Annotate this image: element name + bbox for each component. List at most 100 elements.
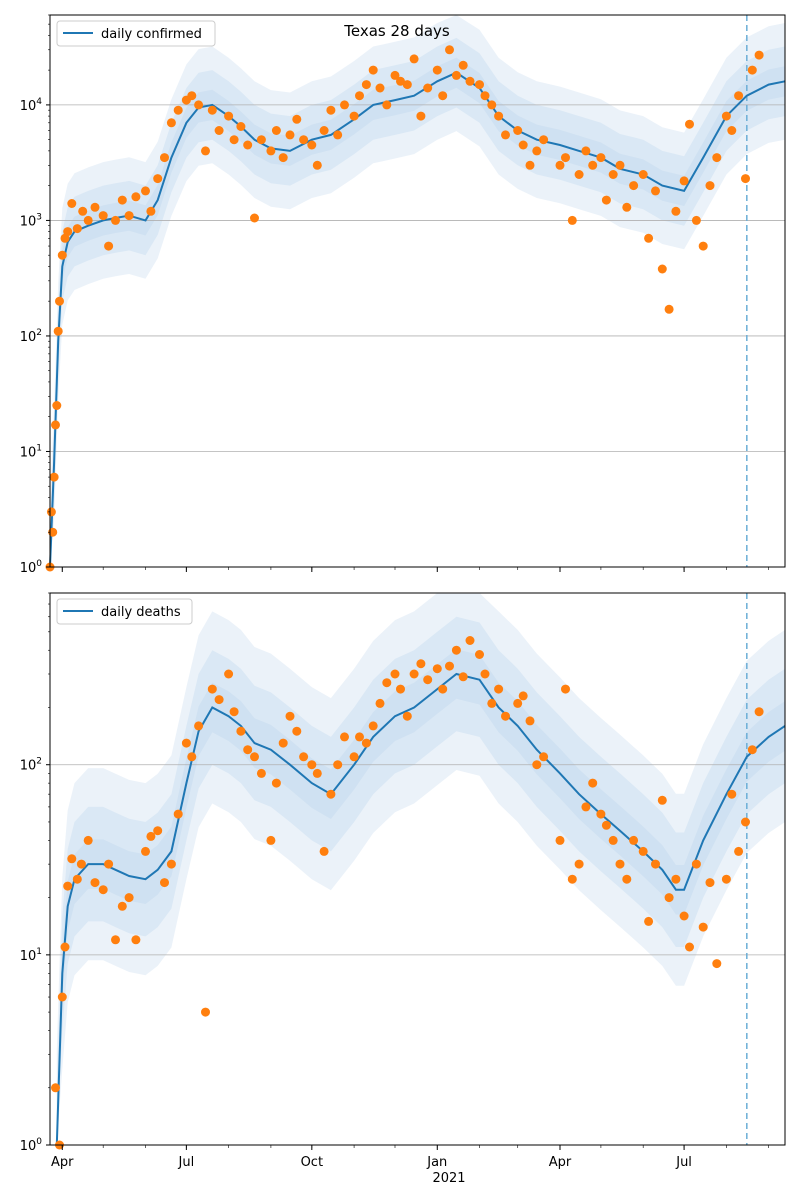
chart-title: Texas 28 days (343, 22, 450, 40)
data-point (494, 684, 504, 694)
data-point (567, 215, 577, 225)
data-point (698, 922, 708, 932)
x-tick-label: Jan (426, 1155, 447, 1170)
data-point (390, 70, 400, 80)
y-ticks: 100 101 102 103 104 (20, 14, 50, 576)
y-tick-label: 102 (20, 757, 42, 774)
data-point (747, 65, 757, 75)
data-point (691, 859, 701, 869)
data-point (396, 76, 405, 86)
data-point (638, 846, 648, 856)
data-point (271, 126, 281, 135)
data-point (754, 707, 764, 717)
data-point (608, 170, 618, 179)
data-point (480, 91, 490, 101)
confirmed-median-line (49, 71, 786, 568)
data-point (396, 684, 405, 694)
data-point (445, 661, 454, 671)
data-point (229, 707, 239, 717)
x-tick-label: Oct (301, 1155, 323, 1170)
deaths-points (51, 636, 764, 1150)
data-point (465, 76, 475, 86)
data-point (76, 859, 86, 869)
data-point (409, 669, 419, 679)
data-point (721, 111, 731, 121)
legend: daily deaths (56, 598, 193, 625)
y-tick-label: 101 (20, 947, 42, 964)
data-point (475, 80, 484, 90)
data-point (49, 472, 59, 482)
x-tick-label: Jul (675, 1155, 692, 1170)
y-tick-label: 101 (20, 443, 42, 460)
data-point (187, 752, 197, 762)
data-point (432, 664, 442, 674)
data-point (532, 146, 542, 156)
data-point (285, 130, 295, 140)
y-tick-label: 102 (20, 328, 42, 345)
confirmed-panel: 100 101 102 103 104 daily confirmed Texas 28… (20, 14, 786, 576)
data-point (57, 992, 67, 1002)
data-point (361, 80, 371, 90)
data-point (146, 206, 156, 216)
legend: daily confirmed (56, 20, 216, 47)
data-point (518, 140, 528, 150)
data-point (754, 50, 764, 60)
data-point (53, 326, 63, 336)
data-point (256, 768, 266, 778)
data-point (349, 111, 359, 121)
data-point (256, 135, 266, 145)
data-point (698, 241, 708, 251)
data-point (278, 738, 288, 748)
data-point (160, 153, 169, 163)
data-point (747, 745, 757, 755)
data-point (201, 146, 210, 156)
data-point (266, 146, 276, 156)
data-point (721, 874, 731, 884)
data-point (90, 878, 100, 888)
data-point (644, 916, 654, 926)
data-point (250, 213, 259, 223)
data-point (561, 153, 570, 163)
data-point (299, 135, 309, 145)
data-point (555, 835, 565, 845)
data-point (67, 854, 77, 864)
legend-label: daily deaths (101, 605, 181, 620)
data-point (525, 160, 535, 170)
data-point (671, 206, 681, 216)
data-point (201, 1007, 210, 1017)
data-point (588, 160, 598, 170)
data-point (657, 264, 667, 274)
x-ticks (61, 567, 769, 572)
y-ticks: 100 101 102 (20, 592, 50, 1154)
data-point (98, 885, 108, 895)
data-point (78, 206, 88, 216)
data-point (340, 100, 349, 110)
data-point (382, 100, 392, 110)
data-point (214, 126, 224, 135)
data-point (596, 153, 606, 163)
data-point (601, 820, 611, 830)
deaths-panel: 100 101 102 Apr Jul Oct Jan Apr Jul daily death… (20, 592, 786, 1186)
data-point (124, 211, 134, 221)
data-point (243, 140, 253, 150)
data-point (416, 111, 426, 121)
y-gridlines (50, 764, 785, 956)
data-point (501, 130, 510, 140)
data-point (525, 716, 535, 726)
data-point (236, 726, 246, 736)
data-point (236, 122, 246, 131)
data-point (271, 778, 281, 788)
data-point (644, 233, 654, 243)
data-point (555, 160, 565, 170)
data-point (501, 711, 510, 721)
data-point (181, 738, 191, 748)
data-point (574, 859, 584, 869)
data-point (52, 401, 62, 410)
data-point (657, 795, 667, 805)
y-gridlines (50, 104, 785, 452)
data-point (214, 695, 224, 705)
data-point (679, 911, 689, 921)
data-point (615, 859, 625, 869)
data-point (734, 846, 744, 856)
